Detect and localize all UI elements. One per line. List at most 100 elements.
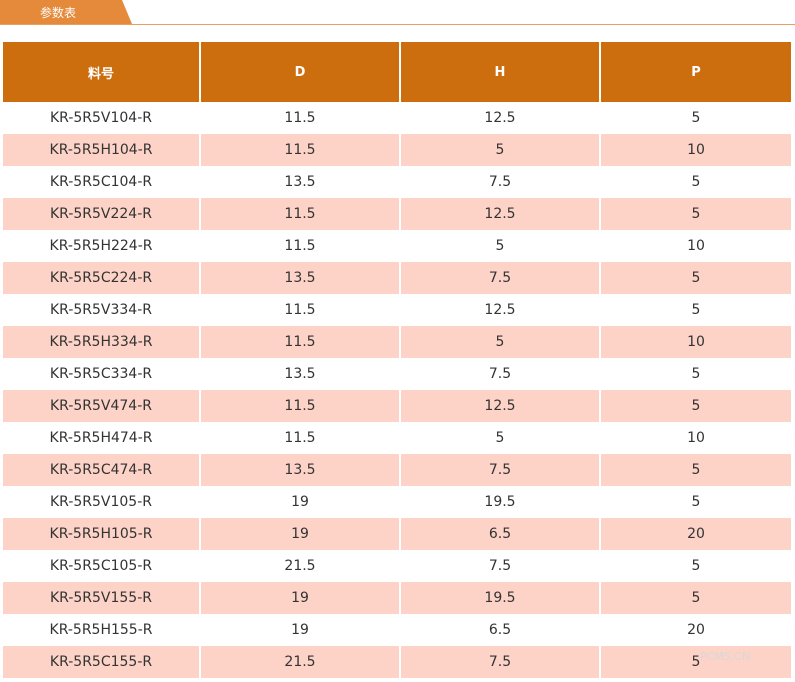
table-cell: 5	[599, 486, 791, 518]
table-cell: 5	[599, 294, 791, 326]
table-cell: KR-5R5H474-R	[49, 430, 153, 446]
table-cell: KR-5R5V224-R	[3, 198, 200, 230]
table-cell: KR-5R5V104-R	[49, 110, 152, 126]
table-cell: 11.5	[199, 294, 400, 326]
table-cell: 20	[599, 614, 791, 646]
table-cell: 19	[199, 582, 400, 614]
table-cell: 5	[599, 646, 791, 678]
table-row: KR-5R5V224-R 11.5 12.5 5	[3, 198, 791, 230]
table-row: KR-5R5V104-R 11.5 12.5 5	[3, 102, 791, 134]
table-cell: KR-5R5H224-R	[49, 238, 153, 254]
table-cell: 11.5	[199, 230, 400, 262]
column-header: 料号	[3, 42, 200, 102]
table-cell: 5	[599, 390, 791, 422]
table-row: KR-5R5C104-R 13.5 7.5 5	[3, 166, 791, 198]
table-cell: 5	[599, 198, 791, 230]
table-cell: KR-5R5H105-R	[3, 518, 200, 550]
table-cell: 19.5	[399, 486, 600, 518]
table-cell: 12.5	[399, 294, 600, 326]
table-row: KR-5R5V105-R 19 19.5 5	[3, 486, 791, 518]
table-cell: 6.5	[399, 614, 600, 646]
table-cell: 11.5	[199, 422, 400, 454]
table-cell: KR-5R5C104-R	[49, 174, 153, 190]
table-cell: KR-5R5C224-R	[3, 262, 200, 294]
table-cell: 19.5	[399, 582, 600, 614]
table-cell: KR-5R5H155-R	[49, 622, 153, 638]
table-cell: KR-5R5H104-R	[3, 134, 200, 166]
table-cell: 7.5	[399, 454, 600, 486]
column-header: P	[599, 42, 791, 102]
table-cell: 5	[599, 166, 791, 198]
table-cell: 19	[199, 486, 400, 518]
tab-shape	[0, 0, 132, 24]
table-cell: 13.5	[199, 166, 400, 198]
table-cell: 21.5	[199, 646, 400, 678]
table-row: KR-5R5H155-R 19 6.5 20	[3, 614, 791, 646]
table-cell: 12.5	[399, 102, 600, 134]
table-row: KR-5R5H334-R 11.5 5 10	[3, 326, 791, 358]
table-row: KR-5R5C155-R 21.5 7.5 5	[3, 646, 791, 678]
table-cell: 5	[399, 326, 600, 358]
table-cell: KR-5R5C155-R	[3, 646, 200, 678]
table-cell: 13.5	[199, 358, 400, 390]
table-row: KR-5R5V474-R 11.5 12.5 5	[3, 390, 791, 422]
table-cell: 19	[199, 614, 400, 646]
table-cell: 7.5	[399, 262, 600, 294]
table-cell: 5	[399, 422, 600, 454]
table-cell: 5	[599, 358, 791, 390]
divider	[0, 24, 795, 25]
table-cell: 7.5	[399, 550, 600, 582]
section-title: 参数表	[40, 6, 77, 20]
table-cell: KR-5R5C474-R	[3, 454, 200, 486]
column-header: H	[399, 42, 600, 102]
table-cell: 12.5	[399, 198, 600, 230]
table-row: KR-5R5C105-R 21.5 7.5 5	[3, 550, 791, 582]
table-cell: 5	[599, 262, 791, 294]
watermark: PCMS.CN	[700, 650, 751, 663]
table-row: KR-5R5H105-R 19 6.5 20	[3, 518, 791, 550]
table-cell: 5	[399, 230, 600, 262]
table-cell: KR-5R5V474-R	[3, 390, 200, 422]
table-cell: 5	[599, 454, 791, 486]
table-cell: 11.5	[199, 102, 400, 134]
table-cell: 11.5	[199, 198, 400, 230]
table-row: KR-5R5H474-R 11.5 5 10	[3, 422, 791, 454]
table-cell: 11.5	[199, 134, 400, 166]
table-cell: KR-5R5H334-R	[3, 326, 200, 358]
table-cell: KR-5R5C334-R	[49, 366, 153, 382]
table-cell: 13.5	[199, 454, 400, 486]
table-cell: 5	[399, 134, 600, 166]
table-cell: 5	[599, 550, 791, 582]
table-cell: 10	[599, 230, 791, 262]
table-cell: 7.5	[399, 358, 600, 390]
table-cell: 10	[599, 422, 791, 454]
table-row: KR-5R5C334-R 13.5 7.5 5	[3, 358, 791, 390]
column-header: D	[199, 42, 400, 102]
table-cell: 19	[199, 518, 400, 550]
table-cell: 13.5	[199, 262, 400, 294]
table-cell: 21.5	[199, 550, 400, 582]
param-table: 料号 D H P KR-5R5V104-R 11.5 12.5 5 KR-5R5H104-R 1…	[3, 42, 791, 678]
header-row: 料号 D H P	[3, 42, 791, 102]
table-cell: 7.5	[399, 166, 600, 198]
table-row: KR-5R5V155-R 19 19.5 5	[3, 582, 791, 614]
table-cell: 12.5	[399, 390, 600, 422]
table-cell: KR-5R5V334-R	[49, 302, 152, 318]
table-cell: 7.5	[399, 646, 600, 678]
table-cell: 11.5	[199, 390, 400, 422]
table-row: KR-5R5C474-R 13.5 7.5 5	[3, 454, 791, 486]
table-cell: 5	[599, 582, 791, 614]
table-cell: 11.5	[199, 326, 400, 358]
table-cell: 10	[599, 326, 791, 358]
table-cell: 6.5	[399, 518, 600, 550]
table-cell: KR-5R5V105-R	[49, 494, 152, 510]
table-cell: KR-5R5V155-R	[3, 582, 200, 614]
table-cell: 10	[599, 134, 791, 166]
table-row: KR-5R5C224-R 13.5 7.5 5	[3, 262, 791, 294]
table-row: KR-5R5V334-R 11.5 12.5 5	[3, 294, 791, 326]
table-cell: KR-5R5C105-R	[49, 558, 153, 574]
table-row: KR-5R5H224-R 11.5 5 10	[3, 230, 791, 262]
table-cell: 20	[599, 518, 791, 550]
table-cell: 5	[599, 102, 791, 134]
